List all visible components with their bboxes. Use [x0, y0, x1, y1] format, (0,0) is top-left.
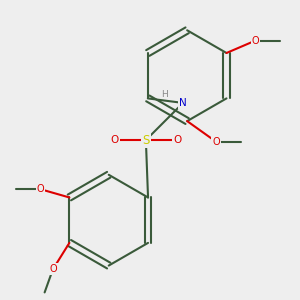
Text: O: O: [49, 264, 57, 274]
Text: O: O: [252, 36, 259, 46]
Text: H: H: [161, 90, 168, 99]
Text: O: O: [110, 135, 118, 145]
Text: O: O: [212, 137, 220, 147]
Text: O: O: [173, 135, 182, 145]
Text: O: O: [37, 184, 44, 194]
Text: N: N: [179, 98, 187, 108]
Text: S: S: [142, 134, 150, 147]
